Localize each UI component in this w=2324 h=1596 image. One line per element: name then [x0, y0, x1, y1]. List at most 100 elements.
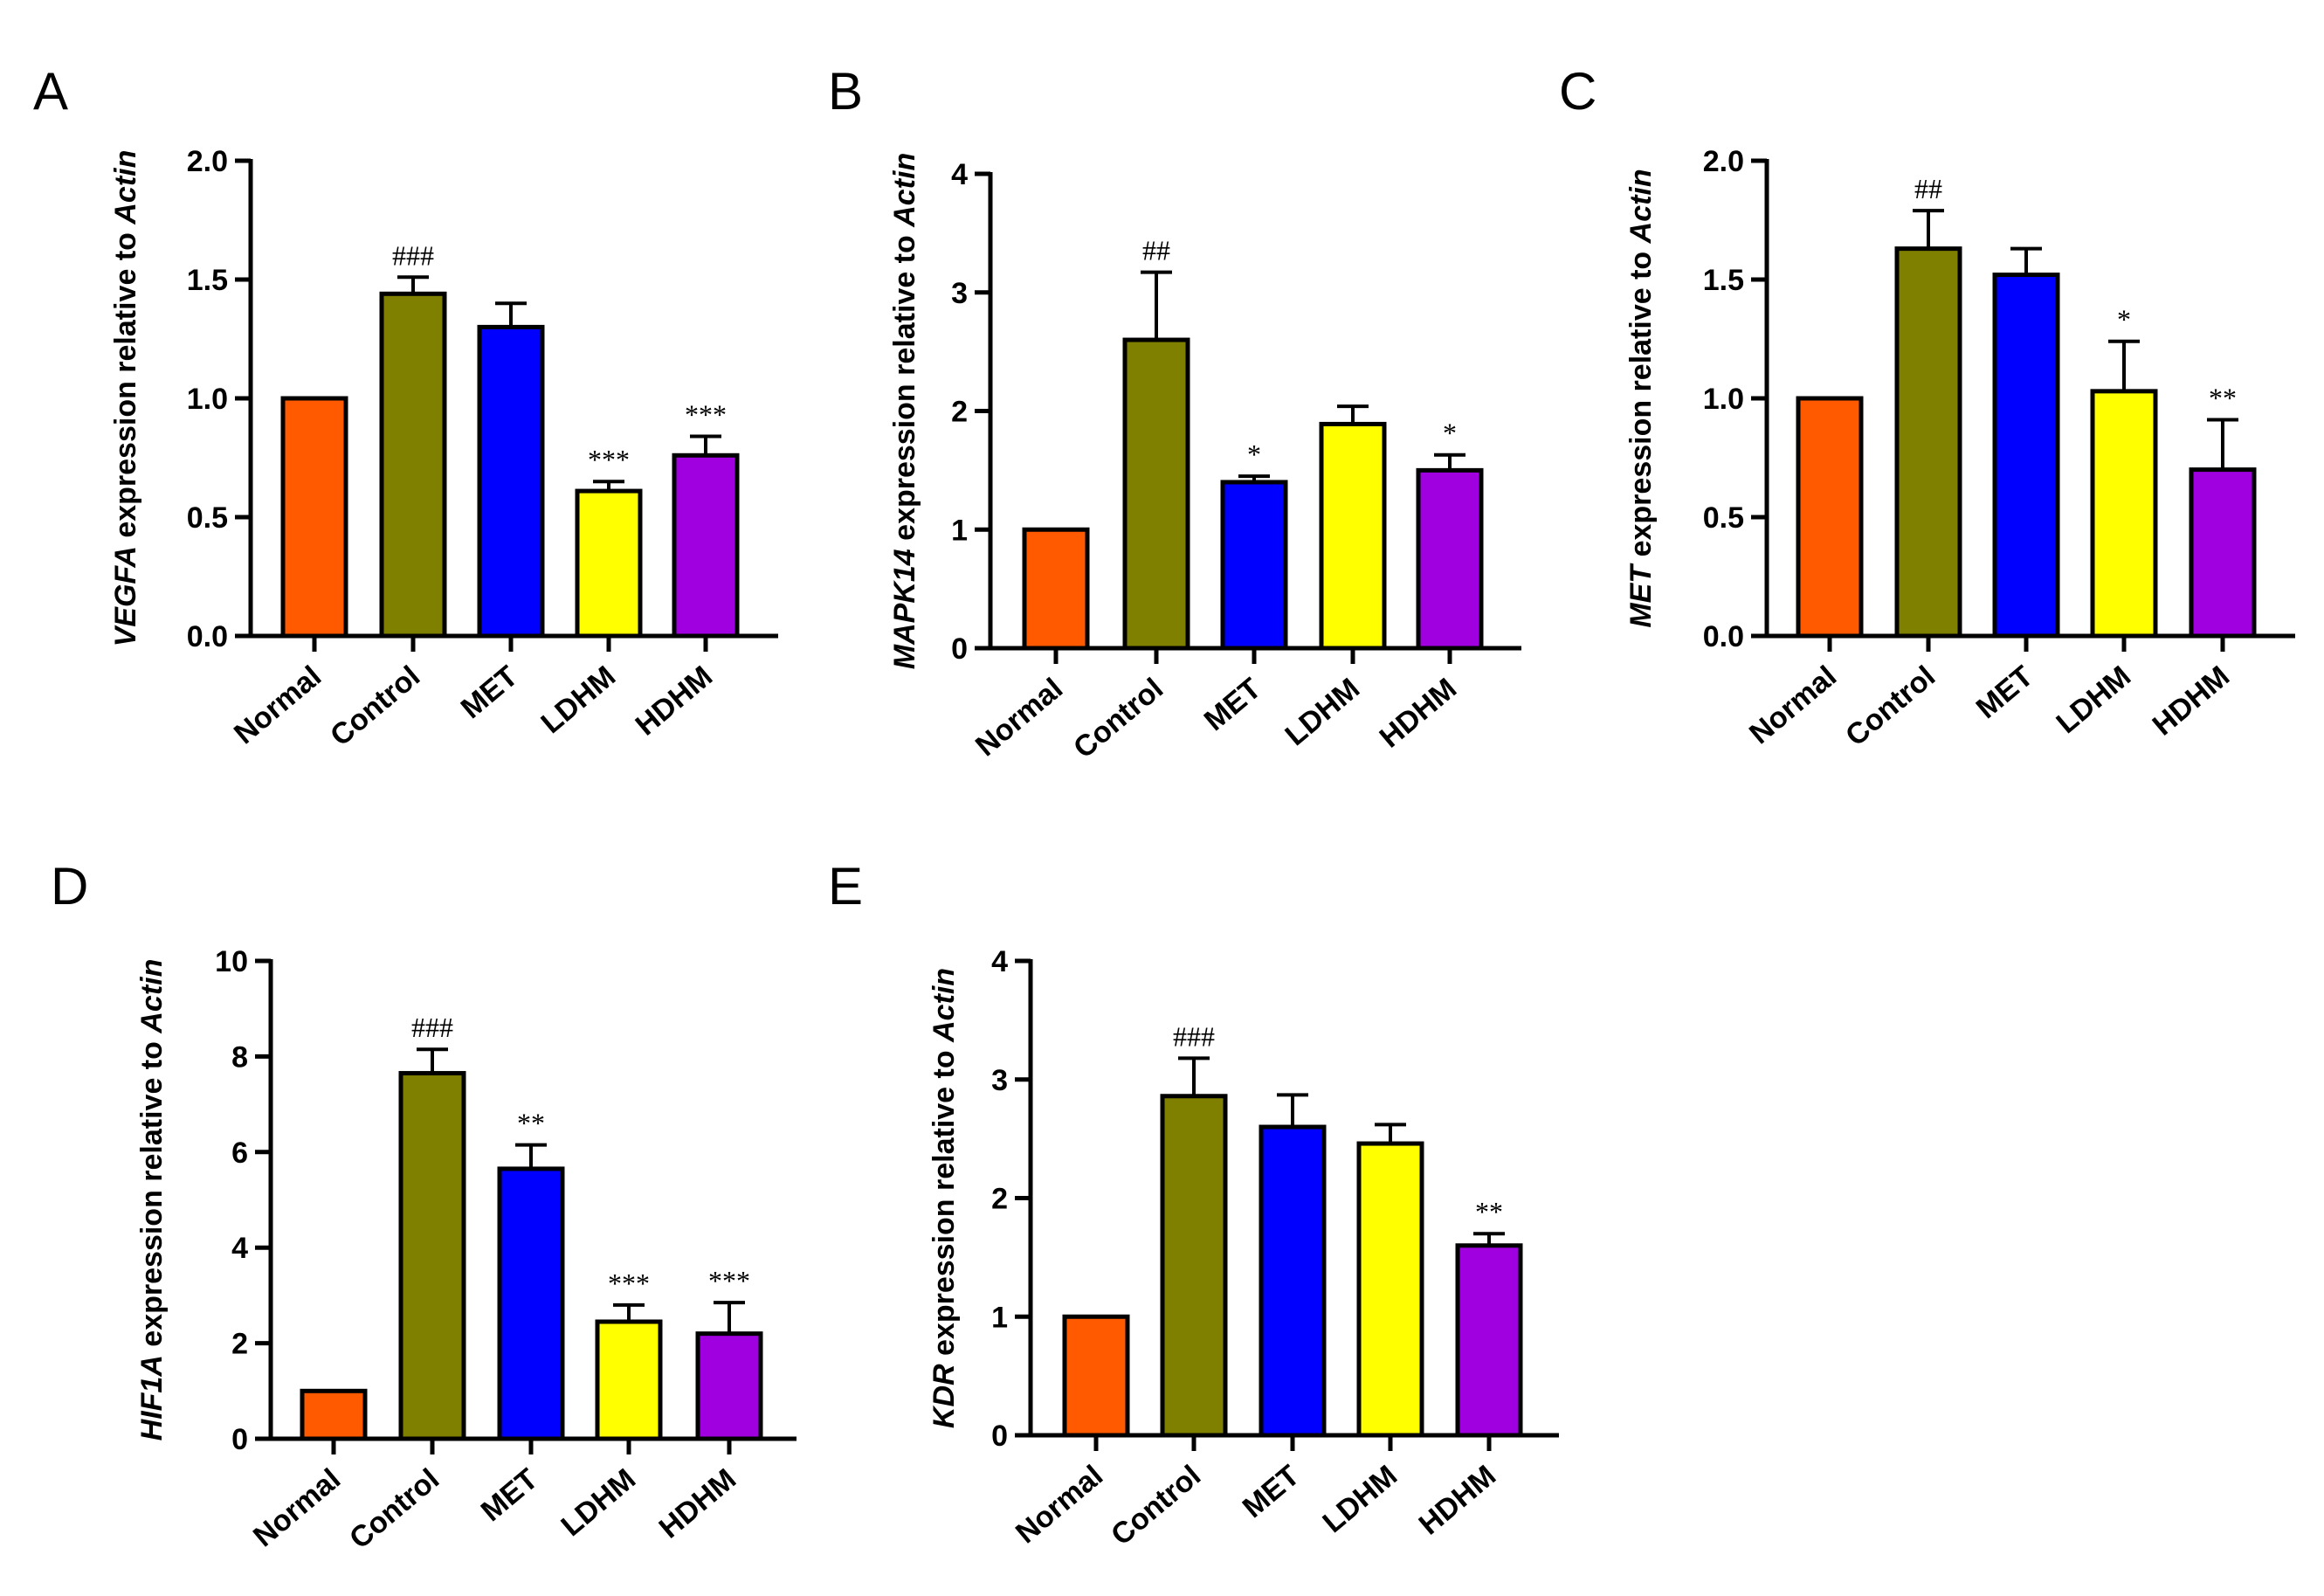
y-tick-label: 6 [231, 1137, 248, 1170]
bar-hdhm [2189, 467, 2257, 639]
x-tick-label-control: Control [1105, 1459, 1207, 1552]
x-tick-label-ldhm: LDHM [534, 660, 622, 740]
significance-mark: ## [1142, 235, 1170, 266]
panel-b: B 0 1 2 3 4 MAPK14 expression relative to Acti… [828, 62, 1521, 765]
bar-normal [1796, 396, 1864, 639]
significance-mark: ### [411, 1012, 453, 1043]
x-tick-label-hdhm: HDHM [2147, 660, 2237, 743]
panel-letter: B [828, 62, 863, 121]
bar-ldhm [2090, 389, 2158, 639]
y-axis-label-gene: KDR [928, 1364, 961, 1428]
panel-e: E 0 1 2 3 4 KDR expression relative to Actin No… [828, 857, 1559, 1552]
significance-mark: * [1443, 418, 1457, 449]
y-tick-label: 4 [951, 158, 968, 191]
bar-hdhm [1455, 1243, 1523, 1438]
y-tick-label: 3 [991, 1064, 1008, 1097]
y-tick-label: 1.0 [1703, 383, 1744, 416]
panel-c: C 0.0 0.5 1.0 1.5 2.0 MET expression relative … [1559, 62, 2295, 753]
bar-ldhm [1319, 421, 1387, 651]
y-tick-label: 2 [951, 396, 968, 429]
bar-normal [280, 396, 348, 639]
bar-control [398, 1071, 466, 1441]
x-tick-label-normal: Normal [1743, 660, 1843, 750]
y-axis-label-text: expression relative to [1624, 243, 1658, 565]
y-tick-label: 0.5 [187, 501, 228, 535]
panel-letter: A [33, 62, 68, 121]
bar-met [477, 324, 545, 639]
bar-control [1894, 246, 1962, 639]
x-tick-label-met: MET [1198, 672, 1268, 737]
bar-ldhm [595, 1319, 663, 1441]
y-axis-label: MAPK14 expression relative to Actin [888, 153, 921, 669]
x-tick-label-control: Control [1839, 660, 1941, 753]
bar-normal [1022, 527, 1090, 651]
bar-control [1160, 1094, 1228, 1438]
y-tick-label: 1 [951, 514, 968, 547]
bar-normal [1062, 1314, 1130, 1438]
significance-mark: * [1247, 439, 1261, 470]
x-tick-label-hdhm: HDHM [1413, 1459, 1503, 1542]
bar-hdhm [695, 1331, 763, 1441]
x-tick-label-met: MET [475, 1462, 545, 1528]
x-tick-label-met: MET [455, 660, 525, 725]
panel-letter: E [828, 857, 863, 915]
y-axis-label-ref: Actin [888, 153, 921, 228]
x-tick-label-normal: Normal [247, 1462, 347, 1553]
y-tick-label: 1.5 [187, 264, 228, 297]
y-axis-label: KDR expression relative to Actin [928, 968, 961, 1428]
x-tick-label-met: MET [1970, 660, 2040, 725]
x-tick-label-hdhm: HDHM [630, 660, 720, 743]
x-tick-label-met: MET [1237, 1459, 1307, 1524]
y-axis-label-text: expression relative to [928, 1042, 961, 1365]
bar-control [1122, 337, 1190, 651]
x-tick-label-control: Control [343, 1462, 445, 1556]
x-tick-label-normal: Normal [1010, 1459, 1109, 1550]
y-axis-label-ref: Actin [109, 150, 142, 225]
y-tick-label: 2 [231, 1328, 248, 1361]
bar-met [1992, 273, 2060, 639]
bar-control [379, 291, 447, 639]
x-tick-label-hdhm: HDHM [1374, 672, 1464, 755]
bar-hdhm [672, 453, 740, 639]
y-tick-label: 10 [215, 945, 248, 978]
significance-mark: ## [1914, 173, 1942, 204]
x-tick-label-control: Control [324, 660, 426, 753]
y-axis-label: VEGFA expression relative to Actin [109, 150, 142, 647]
significance-mark: *** [588, 444, 630, 475]
y-tick-label: 0.0 [187, 620, 228, 653]
y-tick-label: 0 [991, 1420, 1008, 1453]
y-axis-label-gene: MET [1624, 563, 1658, 628]
bar-met [1259, 1124, 1327, 1438]
y-axis-label: HIF1A expression relative to Actin [135, 959, 169, 1441]
bar-ldhm [1356, 1141, 1424, 1438]
y-tick-label: 2.0 [187, 145, 228, 178]
y-tick-label: 2.0 [1703, 145, 1744, 178]
y-tick-label: 8 [231, 1040, 248, 1074]
y-tick-label: 0 [231, 1423, 248, 1456]
x-tick-label-normal: Normal [969, 672, 1069, 763]
x-tick-label-hdhm: HDHM [653, 1462, 743, 1545]
significance-mark: ** [1475, 1196, 1503, 1227]
significance-mark: ### [1173, 1020, 1215, 1052]
x-tick-label-control: Control [1067, 672, 1169, 765]
y-tick-label: 1.5 [1703, 264, 1744, 297]
x-tick-label-normal: Normal [228, 660, 328, 750]
panel-letter: C [1559, 62, 1596, 121]
significance-mark: *** [685, 399, 727, 431]
y-tick-label: 0 [951, 632, 968, 666]
x-tick-label-ldhm: LDHM [1316, 1459, 1403, 1539]
panel-d: D 0 2 4 6 8 10 HIF1A expression relative to Act… [51, 857, 797, 1556]
bar-met [497, 1166, 565, 1441]
y-axis-label-gene: VEGFA [109, 546, 142, 646]
y-tick-label: 0.5 [1703, 501, 1744, 535]
y-tick-label: 4 [231, 1232, 248, 1265]
y-axis-label-text: expression relative to [109, 225, 142, 547]
y-tick-label: 2 [991, 1183, 1008, 1216]
y-axis-label-ref: Actin [1624, 169, 1658, 244]
y-tick-label: 1 [991, 1301, 1008, 1334]
x-tick-label-ldhm: LDHM [555, 1462, 642, 1543]
panel-a: A 0.0 0.5 1.0 1.5 2.0 VEGFA expression relativ… [33, 62, 778, 753]
bar-met [1220, 480, 1288, 651]
panel-letter: D [51, 857, 88, 915]
